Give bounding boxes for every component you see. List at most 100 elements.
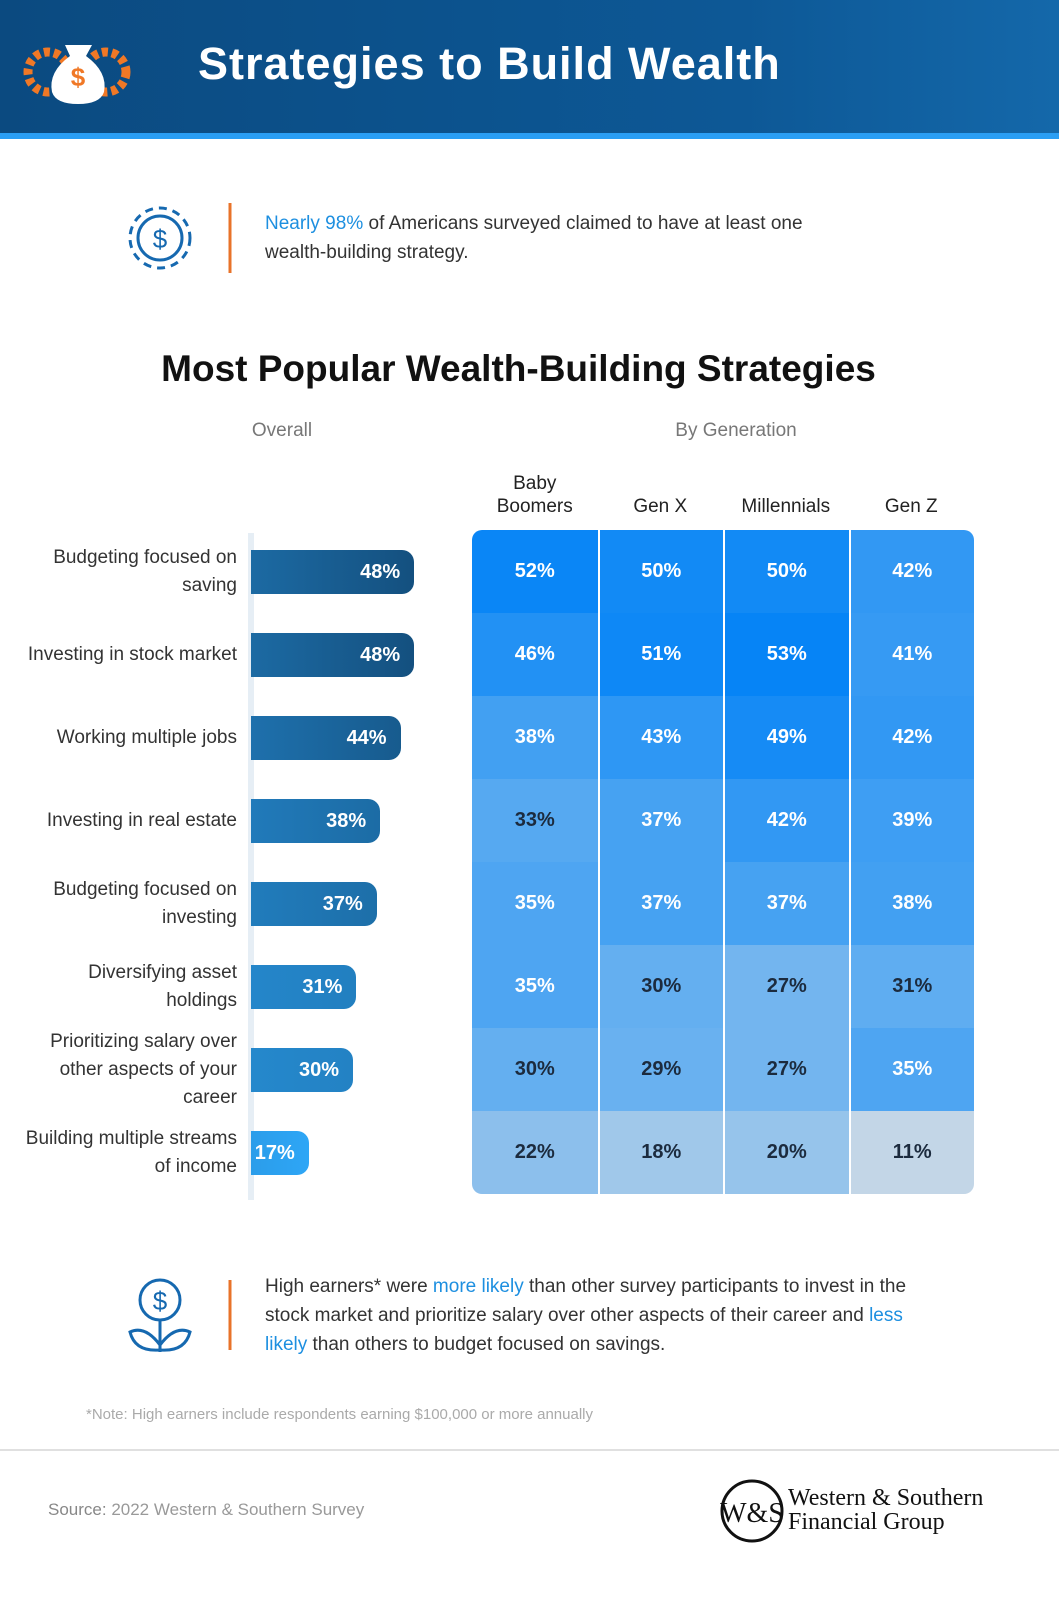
category-label: Investing in real estate (46, 810, 237, 831)
cell-label: 42% (766, 809, 807, 831)
heatmap-cell: 50% (723, 530, 849, 613)
source: Source: 2022 Western & Southern Survey (48, 1500, 364, 1520)
column-header: Baby Boomers (496, 473, 573, 517)
cell-label: 37% (641, 892, 682, 914)
svg-text:$: $ (153, 1286, 168, 1316)
callout-bottom: High earners* were more likely than othe… (265, 1272, 935, 1359)
cell-label: 27% (766, 1058, 807, 1080)
heatmap: 52% 50% 50% 42% 46% 51% 53% 41% 38% 43% 49% 42% 33% 3… (472, 530, 974, 1194)
heatmap-cell: 35% (472, 862, 598, 945)
bar: 38% (251, 799, 381, 843)
logo-text: Western & Southern Financial Group (788, 1486, 983, 1534)
value-label: 17% (254, 1141, 295, 1164)
cell-label: 43% (641, 726, 682, 748)
bar: 48% (251, 633, 415, 677)
logo-line: Western & Southern (788, 1485, 984, 1511)
category-label: Budgeting focused on investing (53, 879, 237, 928)
category-label: Budgeting focused on saving (53, 547, 237, 596)
heatmap-cell: 29% (597, 1028, 723, 1111)
cell-label: 51% (641, 643, 682, 665)
bar: 37% (251, 882, 377, 926)
subtitle: Overall (251, 420, 313, 441)
cell-label: 38% (514, 726, 555, 748)
header-band (0, 0, 1059, 133)
category-label: Prioritizing salary over other aspects o… (50, 1031, 237, 1108)
cell-label: 37% (641, 809, 682, 831)
cell-label: 41% (892, 643, 933, 665)
heatmap-cell: 20% (723, 1111, 849, 1194)
heatmap-cell: 42% (848, 530, 974, 613)
heatmap-cell: 51% (597, 613, 723, 696)
note: *Note: High earners include respondents … (86, 1406, 593, 1423)
heatmap-cell: 38% (472, 696, 598, 779)
heatmap-cell: 35% (472, 945, 598, 1028)
logo-line: Financial Group (788, 1509, 945, 1535)
bar: 17% (251, 1131, 309, 1175)
heatmap-cell: 52% (472, 530, 598, 613)
cell-label: 46% (514, 643, 555, 665)
heatmap-cell: 37% (723, 862, 849, 945)
category-label: Working multiple jobs (56, 727, 237, 748)
cell-label: 39% (892, 809, 933, 831)
heatmap-cell: 30% (472, 1028, 598, 1111)
cell-label: 53% (766, 643, 807, 665)
plant-icon: $ (128, 1278, 192, 1352)
cell-label: 50% (766, 560, 807, 582)
heatmap-cell: 35% (848, 1028, 974, 1111)
highlight-text: Nearly 98% (265, 213, 364, 234)
cell-label: 31% (892, 975, 933, 997)
heatmap-cell: 31% (848, 945, 974, 1028)
category-label: Diversifying asset holdings (88, 962, 237, 1011)
value-label: 48% (360, 560, 401, 583)
value-label: 37% (322, 892, 363, 915)
column-header: Millennials (741, 496, 831, 517)
category-label: Building multiple streams of income (25, 1128, 237, 1177)
callout-top: Nearly 98% of Americans surveyed claimed… (265, 209, 855, 267)
heatmap-cell: 50% (597, 530, 723, 613)
heatmap-cell: 27% (723, 1028, 849, 1111)
header-title: Strategies to Build Wealth (198, 38, 781, 89)
bar: 44% (251, 716, 401, 760)
header-icon: $ (23, 45, 131, 104)
value-label: 48% (360, 643, 401, 666)
cell-label: 52% (514, 560, 555, 582)
column-header: Gen Z (884, 496, 938, 517)
highlight-text: less likely (265, 1305, 903, 1355)
chart-title: Most Popular Wealth-Building Strategies (161, 348, 876, 389)
cell-label: 35% (514, 975, 555, 997)
source-text: 2022 Western & Southern Survey (106, 1500, 365, 1519)
source-label: Source: (48, 1500, 107, 1519)
heatmap-cell: 37% (597, 862, 723, 945)
heatmap-cell: 42% (848, 696, 974, 779)
heatmap-cell: 46% (472, 613, 598, 696)
bar: 31% (251, 965, 357, 1009)
cell-label: 20% (766, 1141, 807, 1163)
bar: 30% (251, 1048, 353, 1092)
cell-label: 29% (641, 1058, 682, 1080)
header-stripe (0, 133, 1059, 139)
cell-label: 49% (766, 726, 807, 748)
heatmap-cell: 30% (597, 945, 723, 1028)
heatmap-cell: 27% (723, 945, 849, 1028)
value-label: 30% (298, 1058, 339, 1081)
subtitle: By Generation (675, 420, 797, 441)
cell-label: 35% (892, 1058, 933, 1080)
heatmap-cell: 18% (597, 1111, 723, 1194)
cell-label: 35% (514, 892, 555, 914)
text: of Americans surveyed claimed to have at… (265, 213, 803, 263)
heatmap-cell: 53% (723, 613, 849, 696)
column-header: Gen X (633, 496, 688, 517)
text: than other survey participants to invest… (265, 1276, 907, 1326)
value-label: 31% (302, 975, 343, 998)
highlight-text: more likely (432, 1276, 524, 1297)
cell-label: 30% (514, 1058, 555, 1080)
heatmap-cell: 43% (597, 696, 723, 779)
heatmap-cell: 39% (848, 779, 974, 862)
value-label: 44% (346, 726, 387, 749)
heatmap-cell: 42% (723, 779, 849, 862)
cell-label: 37% (766, 892, 807, 914)
value-label: 38% (326, 809, 367, 832)
cell-label: 42% (892, 726, 933, 748)
cell-label: 22% (514, 1141, 555, 1163)
heatmap-cell: 37% (597, 779, 723, 862)
